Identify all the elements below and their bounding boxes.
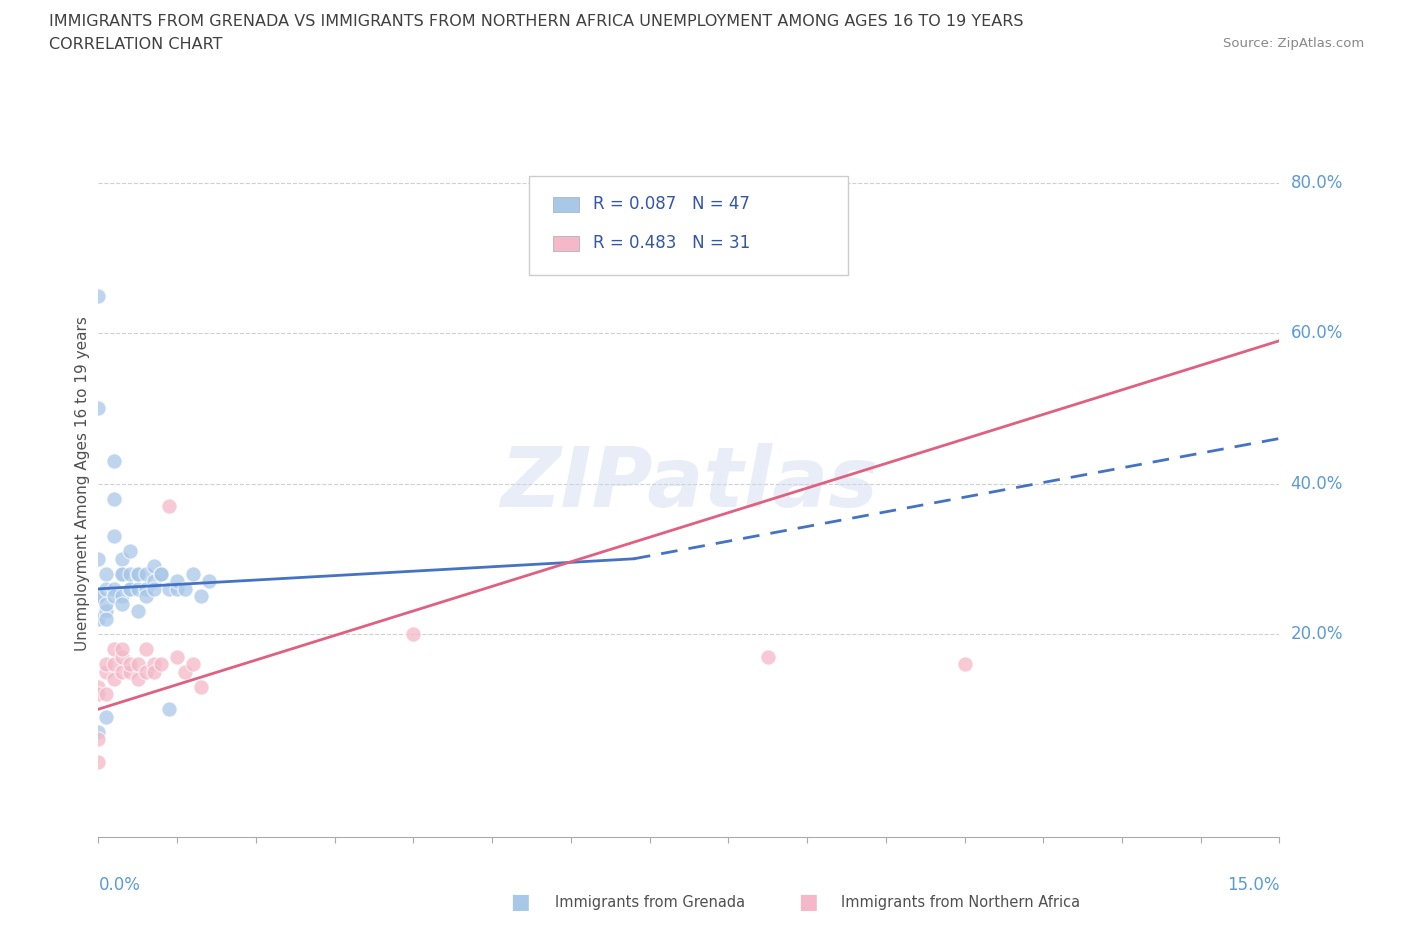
Point — [87, 724, 110, 739]
Point — [103, 491, 125, 506]
Point — [756, 649, 779, 664]
Text: IMMIGRANTS FROM GRENADA VS IMMIGRANTS FROM NORTHERN AFRICA UNEMPLOYMENT AMONG AG: IMMIGRANTS FROM GRENADA VS IMMIGRANTS FR… — [49, 14, 1024, 29]
Y-axis label: Unemployment Among Ages 16 to 19 years: Unemployment Among Ages 16 to 19 years — [75, 316, 90, 651]
Point — [103, 529, 125, 544]
Point — [142, 657, 165, 671]
Text: 20.0%: 20.0% — [1291, 625, 1343, 643]
Point — [157, 498, 180, 513]
Point — [103, 657, 125, 671]
Point — [181, 566, 204, 581]
Point — [96, 710, 118, 724]
Point — [127, 604, 149, 618]
Point — [150, 566, 173, 581]
Point — [87, 754, 110, 769]
Point — [96, 604, 118, 618]
Point — [103, 454, 125, 469]
Text: Immigrants from Grenada: Immigrants from Grenada — [555, 895, 745, 910]
Point — [953, 657, 976, 671]
Point — [166, 649, 188, 664]
Point — [96, 596, 118, 611]
Point — [96, 581, 118, 596]
Point — [103, 642, 125, 657]
Point — [87, 679, 110, 694]
Text: ZIPatlas: ZIPatlas — [501, 443, 877, 525]
Point — [87, 732, 110, 747]
Point — [118, 581, 141, 596]
Point — [181, 657, 204, 671]
Point — [197, 574, 219, 589]
Text: ■: ■ — [510, 892, 530, 912]
Point — [166, 581, 188, 596]
Point — [87, 288, 110, 303]
Point — [111, 589, 134, 604]
Point — [127, 581, 149, 596]
Point — [118, 657, 141, 671]
Point — [135, 664, 157, 679]
Text: 60.0%: 60.0% — [1291, 325, 1343, 342]
Point — [87, 589, 110, 604]
Point — [127, 671, 149, 686]
Point — [142, 581, 165, 596]
Point — [87, 589, 110, 604]
Point — [96, 566, 118, 581]
Point — [150, 657, 173, 671]
Bar — [553, 196, 579, 212]
Point — [135, 581, 157, 596]
Point — [87, 551, 110, 566]
Point — [127, 657, 149, 671]
Point — [111, 649, 134, 664]
Text: Source: ZipAtlas.com: Source: ZipAtlas.com — [1223, 37, 1364, 50]
Point — [111, 664, 134, 679]
Point — [142, 664, 165, 679]
Point — [111, 566, 134, 581]
Point — [190, 679, 212, 694]
Text: ■: ■ — [799, 892, 818, 912]
Point — [190, 589, 212, 604]
Point — [811, 228, 834, 243]
Point — [96, 686, 118, 701]
Point — [157, 581, 180, 596]
Point — [103, 589, 125, 604]
Point — [111, 642, 134, 657]
Point — [111, 596, 134, 611]
Point — [87, 686, 110, 701]
Point — [96, 664, 118, 679]
Point — [111, 551, 134, 566]
Text: R = 0.483   N = 31: R = 0.483 N = 31 — [593, 234, 751, 252]
Text: 0.0%: 0.0% — [98, 876, 141, 894]
Point — [135, 642, 157, 657]
Point — [111, 566, 134, 581]
Point — [118, 566, 141, 581]
Point — [118, 664, 141, 679]
Point — [127, 566, 149, 581]
Point — [174, 664, 197, 679]
Point — [103, 581, 125, 596]
Point — [142, 559, 165, 574]
Point — [157, 702, 180, 717]
Point — [127, 566, 149, 581]
Text: Immigrants from Northern Africa: Immigrants from Northern Africa — [841, 895, 1080, 910]
Point — [402, 627, 425, 642]
Text: 15.0%: 15.0% — [1227, 876, 1279, 894]
Point — [174, 581, 197, 596]
Text: 80.0%: 80.0% — [1291, 174, 1343, 192]
Point — [96, 612, 118, 627]
FancyBboxPatch shape — [530, 176, 848, 275]
Text: 40.0%: 40.0% — [1291, 474, 1343, 493]
Text: R = 0.087   N = 47: R = 0.087 N = 47 — [593, 195, 751, 213]
Point — [142, 574, 165, 589]
Point — [96, 657, 118, 671]
Point — [87, 612, 110, 627]
Point — [118, 581, 141, 596]
Point — [103, 671, 125, 686]
Point — [150, 566, 173, 581]
Point — [135, 566, 157, 581]
Point — [118, 544, 141, 559]
Point — [135, 589, 157, 604]
Point — [166, 574, 188, 589]
Text: CORRELATION CHART: CORRELATION CHART — [49, 37, 222, 52]
Point — [87, 401, 110, 416]
Bar — [553, 235, 579, 251]
